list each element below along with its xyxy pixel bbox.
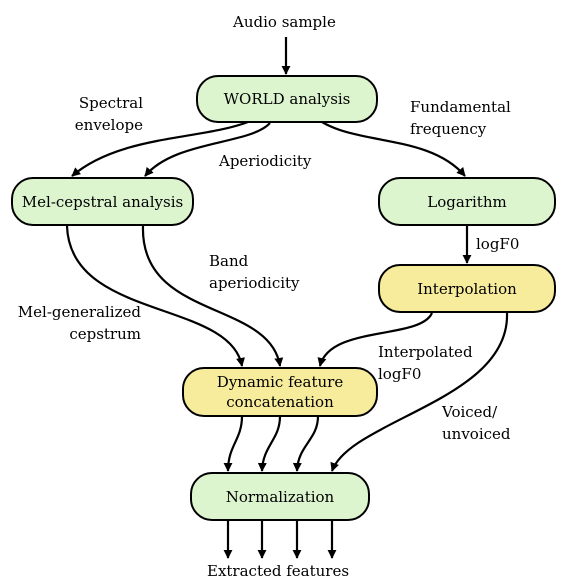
edge-label-fundamental-frequency: Fundamental frequency [410,98,511,138]
edge-melcep-to-dynamic-cepstrum [65,225,245,367]
dynamic-feature-concatenation-node: Dynamic feature concatenation [182,367,378,417]
logarithm-node: Logarithm [378,177,556,226]
interpolation-node: Interpolation [378,264,556,313]
edge-world-to-melcep-aperiodicity [144,122,271,177]
edge-label-mel-generalized-cepstrum: Mel-generalized cepstrum [17,303,141,343]
mel-cepstral-analysis-node: Mel-cepstral analysis [11,177,194,226]
edge-label-voiced-unvoiced: Voiced/ unvoiced [442,403,511,443]
edge-label-band-aperiodicity: Band aperiodicity [209,252,300,292]
logarithm-label: Logarithm [427,192,507,211]
interpolation-label: Interpolation [417,279,517,298]
dynamic-feature-label-line2: concatenation [226,393,334,411]
edge-label-interpolated-logf0: Interpolated logF0 [378,343,473,383]
input-label: Audio sample [233,13,336,31]
edge-melcep-to-dynamic-band [141,225,284,367]
edge-label-aperiodicity: Aperiodicity [219,152,312,170]
edge-dynamic-to-normalization-1 [223,415,244,472]
edge-label-spectral-envelope: Spectral envelope [74,94,143,134]
edge-world-to-melcep-spectral [71,120,249,177]
normalization-label: Normalization [225,487,335,506]
dynamic-feature-label-line1: Dynamic feature [216,373,344,391]
edge-label-logf0: logF0 [476,235,520,253]
edge-dynamic-to-normalization-2 [257,415,282,472]
normalization-node: Normalization [190,472,370,521]
edge-interpolation-to-dynamic [317,312,434,367]
world-analysis-label: WORLD analysis [223,90,351,108]
output-label: Extracted features [207,562,350,580]
edge-interpolation-to-normalization [330,312,509,472]
world-analysis-node: WORLD analysis [196,75,378,123]
mel-cepstral-analysis-label: Mel-cepstral analysis [21,192,184,211]
edge-world-to-logarithm [321,121,466,177]
edge-dynamic-to-normalization-3 [292,415,320,472]
